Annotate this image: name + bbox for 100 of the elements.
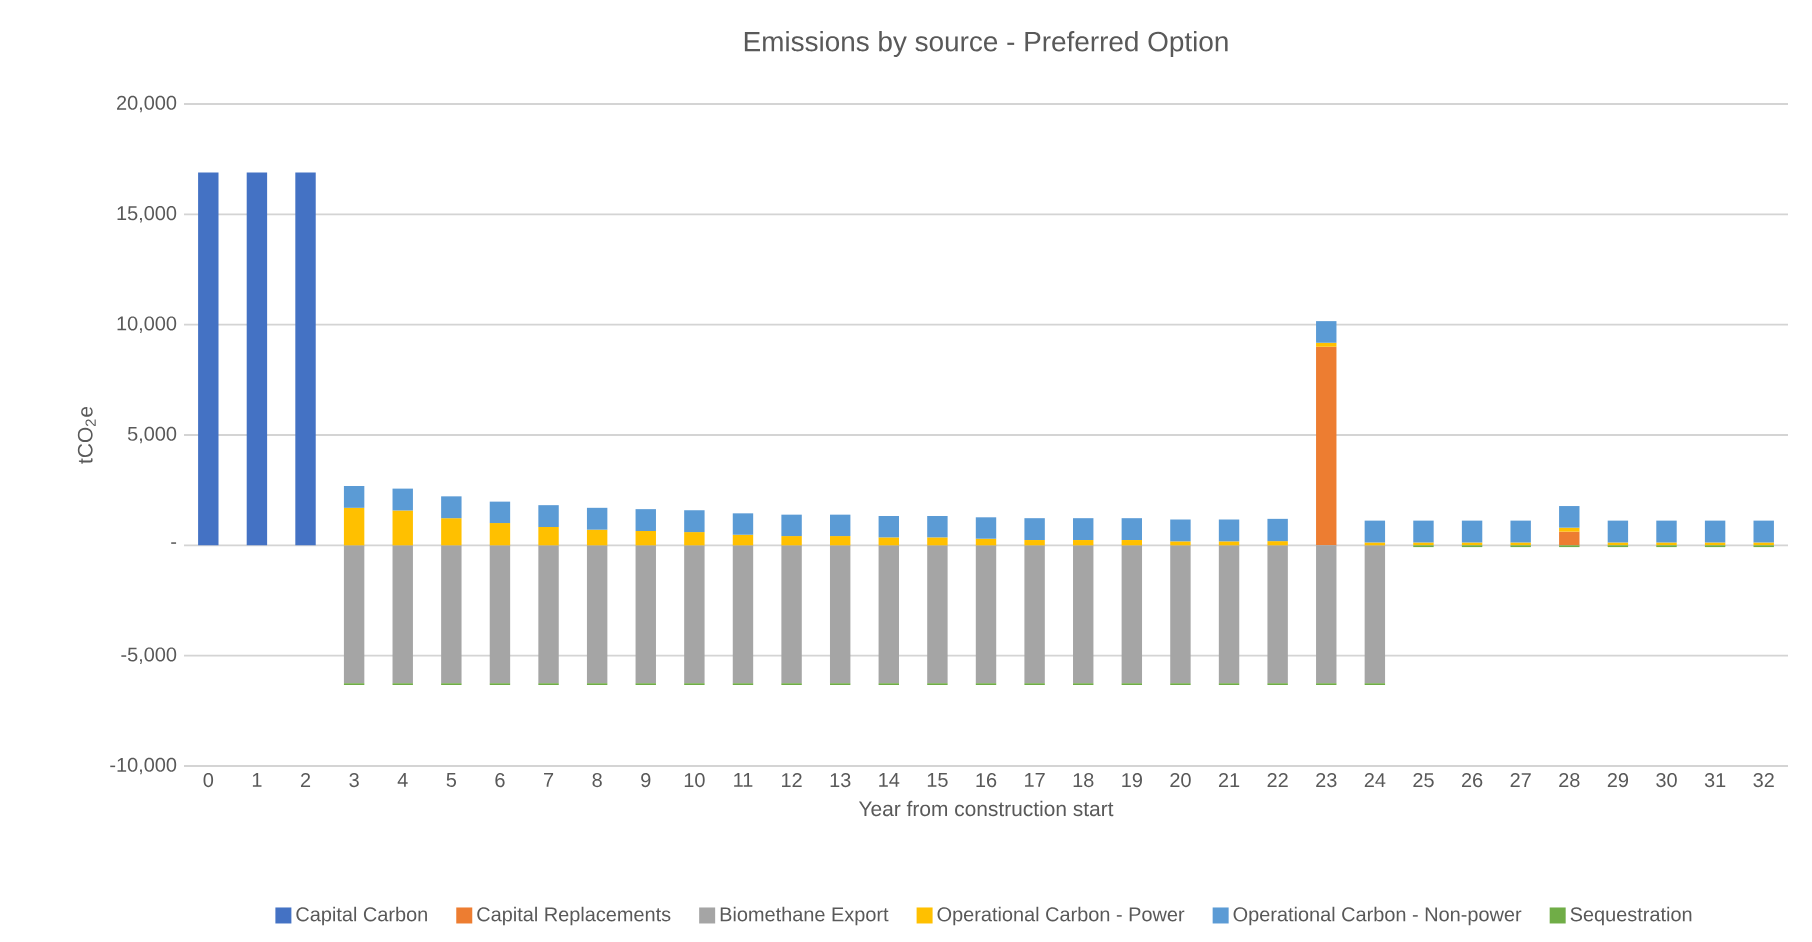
x-tick-label: 12: [782, 773, 802, 787]
x-tick-label: 27: [1510, 773, 1531, 787]
bar: [1267, 545, 1288, 684]
bar: [441, 518, 462, 546]
x-tick-label: 15: [927, 773, 948, 787]
x-tick-label: 11: [734, 773, 753, 787]
legend-label: Biomethane Export: [720, 906, 889, 926]
y-tick-label: 15,000: [117, 206, 177, 223]
bar: [1364, 545, 1386, 684]
bar: [1024, 545, 1045, 684]
bar: [1656, 520, 1677, 543]
bar: [295, 172, 316, 546]
legend-label: Capital Carbon: [296, 906, 427, 926]
legend-label: Operational Carbon - Power: [937, 906, 1185, 926]
bar: [1267, 541, 1288, 546]
bar: [1461, 520, 1483, 543]
legend-label: Capital Replacements: [477, 906, 671, 926]
x-tick-label: 21: [1218, 773, 1240, 787]
bar: [1170, 519, 1191, 542]
bar: [829, 514, 851, 537]
bar: [732, 534, 754, 546]
bar: [635, 545, 656, 684]
bar: [1218, 541, 1240, 546]
bar: [586, 529, 608, 546]
bar: [441, 496, 462, 519]
bar: [1316, 342, 1337, 347]
x-tick-label: 7: [544, 773, 554, 787]
bar: [927, 515, 948, 538]
legend-label: Operational Carbon - Non-power: [1233, 906, 1522, 926]
bar: [781, 545, 802, 684]
bar: [878, 545, 899, 684]
x-tick-label: 31: [1704, 773, 1726, 788]
x-tick-label: 24: [1364, 773, 1386, 787]
x-tick-label: 32: [1753, 773, 1774, 788]
bar: [1024, 518, 1045, 541]
bar: [343, 485, 365, 508]
bar: [829, 536, 851, 546]
x-tick-label: 3: [349, 773, 359, 788]
bar: [392, 545, 413, 684]
bar: [927, 545, 948, 684]
y-tick-label: 5,000: [127, 426, 177, 444]
bar: [829, 545, 851, 684]
bar: [1073, 540, 1094, 546]
x-tick-label: 22: [1267, 773, 1288, 787]
x-axis-title: Year from construction start: [858, 800, 1114, 817]
bar: [538, 527, 559, 546]
bar: [1218, 545, 1240, 684]
x-tick-label: 28: [1559, 773, 1580, 788]
x-tick-label: 6: [495, 773, 505, 788]
bar: [343, 545, 365, 684]
x-tick-label: 18: [1073, 773, 1094, 788]
bar: [1073, 545, 1094, 684]
bar: [878, 537, 899, 546]
bar: [1316, 346, 1337, 546]
bar: [1704, 520, 1726, 543]
x-tick-label: 19: [1122, 773, 1142, 788]
bar: [1559, 531, 1580, 546]
bar: [1267, 518, 1288, 542]
x-tick-label: 5: [446, 773, 457, 787]
bar: [635, 530, 656, 546]
bar: [343, 507, 365, 546]
legend-label: Sequestration: [1570, 906, 1692, 926]
bar: [1364, 520, 1386, 543]
x-tick-label: 16: [976, 773, 997, 788]
bar: [878, 515, 899, 538]
bar: [781, 514, 802, 537]
x-tick-label: 0: [203, 773, 214, 788]
bar: [1364, 542, 1386, 546]
bar: [1316, 321, 1337, 343]
y-tick-label: 20,000: [117, 95, 177, 113]
x-tick-label: 14: [879, 773, 900, 787]
bar: [1121, 540, 1143, 546]
bar: [489, 523, 511, 546]
x-tick-label: 10: [684, 773, 705, 788]
bar: [489, 501, 511, 524]
bar: [975, 517, 997, 539]
x-tick-label: 20: [1170, 773, 1191, 788]
bar: [1170, 545, 1191, 684]
bar: [1024, 540, 1045, 546]
bar: [538, 545, 559, 684]
bar: [781, 536, 802, 546]
x-tick-label: 13: [830, 773, 851, 788]
bar: [684, 510, 705, 533]
bar: [1218, 519, 1240, 542]
bar: [246, 172, 268, 546]
x-tick-label: 8: [592, 773, 602, 788]
y-axis-title: tCO$_{2}$e: [77, 406, 96, 464]
bar: [684, 532, 705, 546]
x-tick-label: 2: [300, 773, 311, 787]
x-tick-label: 17: [1025, 773, 1045, 787]
bar: [198, 172, 219, 546]
bar: [1510, 520, 1531, 543]
bar: [1607, 520, 1629, 543]
bar: [489, 545, 511, 684]
bar: [1559, 506, 1580, 528]
y-tick-label: -5,000: [121, 647, 177, 664]
bar: [732, 545, 754, 684]
bar: [1316, 545, 1337, 684]
bar: [1073, 518, 1094, 541]
bar: [392, 510, 413, 546]
